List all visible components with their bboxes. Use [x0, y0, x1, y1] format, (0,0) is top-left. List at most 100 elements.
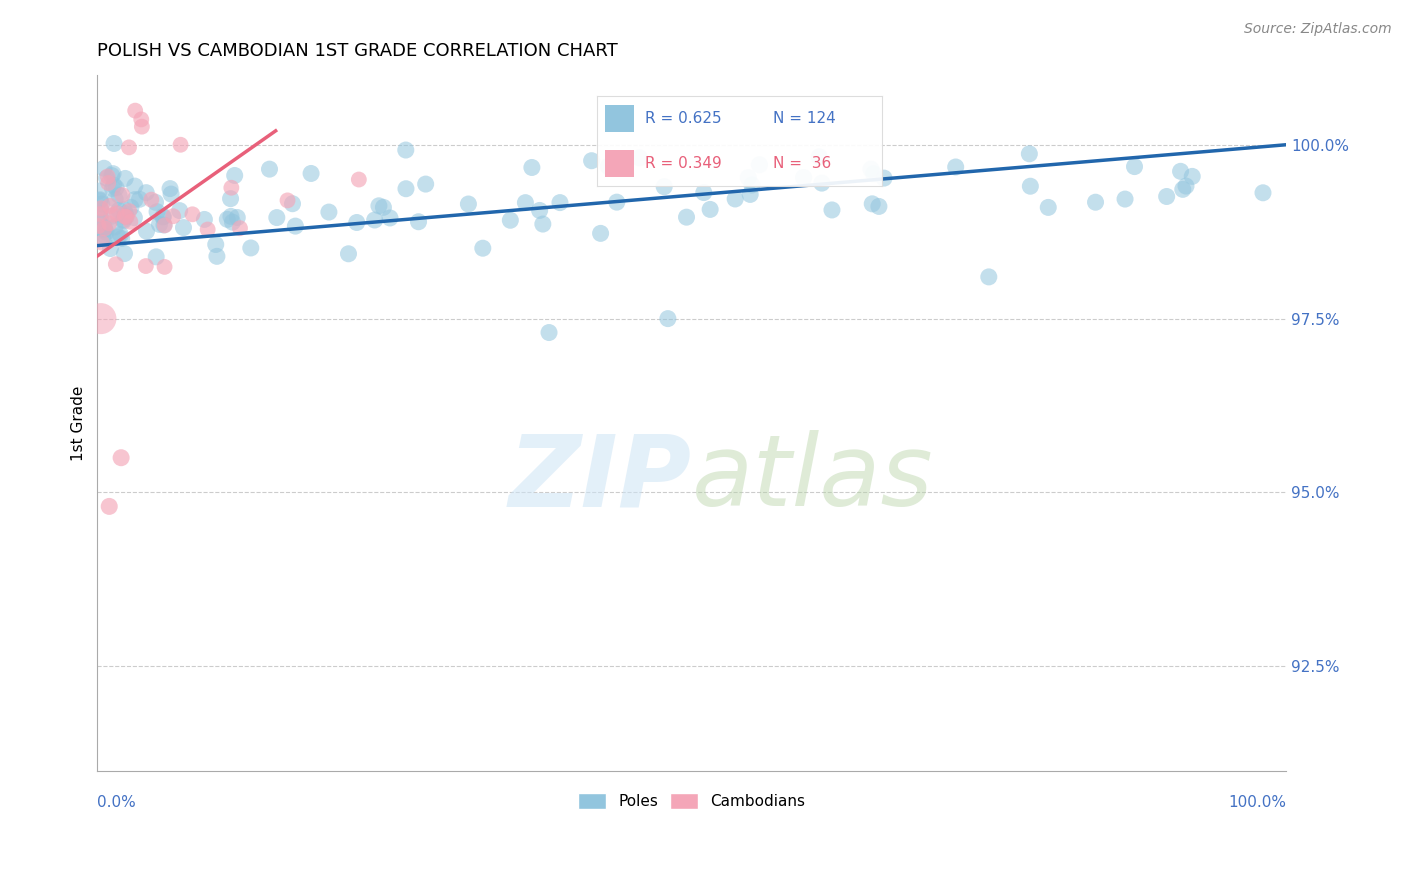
Point [808, 150, 831, 164]
Point [94, 229, 117, 244]
Text: atlas: atlas [692, 430, 934, 527]
Point [120, 200, 142, 214]
Point [108, 203, 131, 218]
Point [408, 215, 430, 229]
Point [89, 193, 111, 207]
Point [112, 202, 135, 217]
Point [873, 171, 896, 186]
Point [821, 202, 844, 217]
Point [89, 207, 111, 221]
Point [1251, 186, 1274, 200]
Point [118, 140, 141, 154]
Point [93, 220, 115, 235]
Point [628, 151, 651, 165]
Point [537, 326, 560, 340]
Point [89, 194, 111, 208]
Point [153, 260, 176, 274]
Point [793, 170, 815, 185]
Point [1019, 179, 1042, 194]
Point [363, 213, 385, 227]
Point [131, 120, 153, 134]
Point [90, 201, 112, 215]
Point [90, 311, 112, 326]
Y-axis label: 1st Grade: 1st Grade [72, 385, 86, 460]
Point [135, 224, 157, 238]
Point [1175, 179, 1198, 194]
Point [1123, 160, 1146, 174]
Text: 100.0%: 100.0% [1227, 795, 1286, 810]
Point [945, 160, 967, 174]
Point [299, 166, 322, 180]
Point [224, 169, 246, 183]
Point [1114, 192, 1136, 206]
Point [811, 176, 834, 190]
Point [693, 186, 716, 200]
Point [318, 205, 340, 219]
Point [193, 212, 215, 227]
Point [114, 206, 136, 220]
Point [111, 231, 134, 245]
Point [110, 450, 132, 465]
Point [89, 211, 111, 225]
Point [101, 167, 124, 181]
Point [103, 208, 125, 222]
Point [100, 242, 122, 256]
Legend: Poles, Cambodians: Poles, Cambodians [572, 787, 811, 815]
Point [737, 170, 759, 185]
Point [219, 210, 242, 224]
Point [98, 500, 121, 514]
Point [415, 177, 437, 191]
Point [93, 161, 115, 176]
Point [606, 195, 628, 210]
Point [173, 220, 195, 235]
Point [152, 210, 174, 224]
Point [110, 227, 132, 242]
Point [94, 225, 117, 239]
Point [104, 257, 127, 271]
Point [93, 221, 115, 235]
Point [1156, 189, 1178, 203]
Point [159, 181, 181, 195]
Point [266, 211, 288, 225]
Point [471, 241, 494, 255]
Point [598, 160, 620, 174]
Point [520, 161, 543, 175]
Point [153, 219, 176, 233]
Point [105, 181, 128, 195]
Point [862, 167, 884, 181]
Point [699, 202, 721, 217]
Point [112, 214, 135, 228]
Point [219, 192, 242, 206]
Point [197, 222, 219, 236]
Point [748, 158, 770, 172]
Point [284, 219, 307, 233]
Point [112, 212, 135, 227]
Point [515, 195, 537, 210]
Point [89, 216, 111, 230]
Point [860, 197, 883, 211]
Point [868, 199, 890, 213]
Point [221, 215, 243, 229]
Point [152, 210, 174, 224]
Point [205, 249, 228, 263]
Point [347, 172, 370, 186]
Point [148, 218, 170, 232]
Point [97, 169, 120, 184]
Point [395, 182, 418, 196]
Point [226, 211, 249, 225]
Point [1170, 164, 1192, 178]
Point [724, 192, 747, 206]
Point [217, 212, 239, 227]
Point [103, 136, 125, 151]
Point [741, 178, 763, 192]
Point [124, 179, 146, 194]
Point [548, 195, 571, 210]
Point [141, 193, 163, 207]
Point [114, 171, 136, 186]
Point [395, 143, 418, 157]
Point [91, 235, 114, 250]
Point [1038, 201, 1060, 215]
Point [146, 204, 169, 219]
Point [100, 210, 122, 224]
Point [105, 206, 128, 220]
